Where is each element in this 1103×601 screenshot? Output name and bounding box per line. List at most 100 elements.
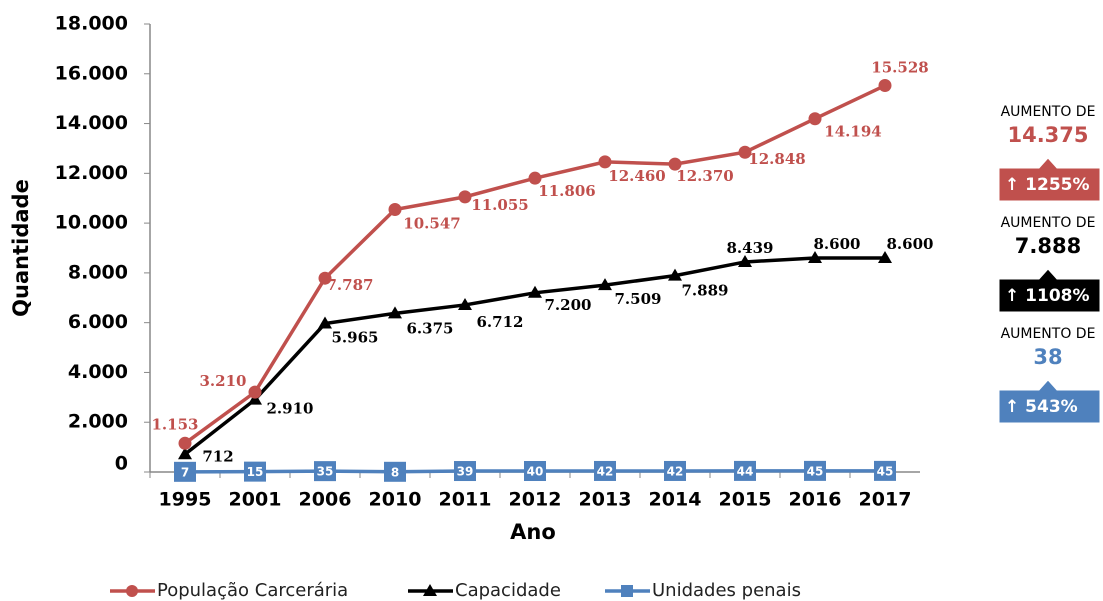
data-label: 7.889 [682,282,729,300]
data-label: 6.375 [407,319,454,337]
annotation-value: 14.375 [1007,123,1088,147]
point [528,285,542,298]
data-label: 712 [202,447,233,465]
point [598,155,612,169]
data-label: 6.712 [477,313,524,331]
data-label: 39 [457,465,474,479]
data-label: 2.910 [267,400,314,418]
x-tick-label: 2014 [649,489,702,511]
annotation-change: ↑ 543% [1005,397,1078,417]
data-label: 14.194 [824,123,881,141]
legend-marker [126,585,138,597]
x-tick-label: 2013 [579,489,632,511]
legend-label: População Carcerária [157,580,348,601]
data-label: 8 [391,465,399,479]
point [454,461,476,482]
point [668,268,682,281]
data-label: 12.460 [608,167,665,185]
point [248,385,262,399]
annotation-label: AUMENTO DE [1001,215,1096,231]
data-label: 42 [597,464,614,478]
data-label: 7 [181,465,189,479]
data-label: 15.528 [871,59,928,77]
y-tick-label: 18.000 [55,13,128,35]
data-label: 8.600 [887,235,934,253]
point [318,271,332,285]
y-tick-label: 2.000 [68,411,128,433]
data-label: 15 [247,465,264,479]
legend-label: Capacidade [455,580,561,601]
point [668,157,682,171]
data-label: 3.210 [200,372,247,390]
y-tick-label: 4.000 [68,361,128,383]
point [808,112,822,126]
point [738,254,752,267]
data-label: 7.787 [327,276,374,294]
data-label: 45 [807,464,824,478]
annotation-change: ↑ 1108% [1005,286,1090,306]
data-label: 35 [317,465,334,479]
x-tick-label: 2001 [229,489,282,511]
data-label: 7.509 [615,290,662,308]
data-label: 11.055 [471,196,528,214]
point [388,202,402,216]
data-label: 5.965 [332,329,379,347]
x-tick-label: 2017 [859,489,912,511]
point [458,190,472,204]
point [174,461,196,482]
data-label: 8.600 [814,235,861,253]
point [734,460,756,481]
data-label: 12.848 [748,150,805,168]
y-tick-label: 12.000 [55,162,128,184]
point [874,460,896,481]
legend-marker [423,584,437,596]
x-tick-label: 2010 [369,489,422,511]
data-label: 12.370 [676,167,733,185]
data-label: 8.439 [727,239,774,257]
point [384,461,406,482]
point [878,79,892,93]
annotation-box [998,157,1101,202]
legend-marker [621,585,633,597]
point [178,436,192,450]
point [314,461,336,482]
data-label: 45 [877,464,894,478]
point [598,278,612,291]
x-tick-label: 2012 [509,489,562,511]
data-label: 7.200 [545,296,592,314]
y-tick-label: 16.000 [55,62,128,84]
legend-label: Unidades penais [652,580,801,601]
annotation-box [998,268,1101,313]
point [388,306,402,319]
series-line [183,83,886,445]
y-tick-label: 10.000 [55,212,128,234]
point [664,460,686,481]
y-axis-title: Quantidade [9,179,33,317]
x-tick-label: 2011 [439,489,492,511]
point [738,145,752,159]
annotation-value: 38 [1033,345,1062,369]
x-tick-label: 1995 [159,489,212,511]
y-tick-label: 6.000 [68,311,128,333]
x-tick-label: 2016 [789,489,842,511]
y-tick-label: 0 [115,453,128,475]
data-label: 44 [737,464,754,478]
point [318,316,332,329]
data-label: 10.547 [403,214,460,232]
data-label: 42 [667,464,684,478]
data-label: 40 [527,465,544,479]
point [808,250,822,263]
annotation-label: AUMENTO DE [1001,104,1096,120]
annotation-box [998,379,1101,424]
point [804,460,826,481]
y-tick-label: 8.000 [68,261,128,283]
annotation-label: AUMENTO DE [1001,326,1096,342]
annotation-value: 7.888 [1015,234,1081,258]
data-label: 11.806 [538,182,595,200]
x-tick-label: 2006 [299,489,352,511]
point [458,297,472,310]
data-label: 1.153 [152,415,199,433]
y-tick-label: 14.000 [55,112,128,134]
x-axis-title: Ano [510,520,556,544]
